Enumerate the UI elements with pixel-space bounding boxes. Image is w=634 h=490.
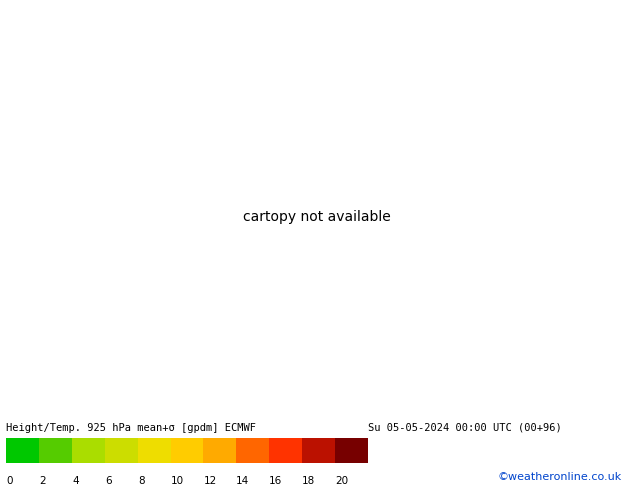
Text: 12: 12	[204, 476, 217, 486]
Text: Su 05-05-2024 00:00 UTC (00+96): Su 05-05-2024 00:00 UTC (00+96)	[368, 422, 562, 433]
Bar	[269, 438, 302, 463]
Text: ©weatheronline.co.uk: ©weatheronline.co.uk	[497, 471, 621, 482]
Text: 14: 14	[236, 476, 250, 486]
Text: 18: 18	[302, 476, 315, 486]
Bar	[138, 438, 171, 463]
Bar	[6, 438, 39, 463]
Bar	[302, 438, 335, 463]
Text: 0: 0	[6, 476, 13, 486]
Text: 6: 6	[105, 476, 112, 486]
Text: 16: 16	[269, 476, 282, 486]
Bar	[236, 438, 269, 463]
Bar	[204, 438, 236, 463]
Text: 10: 10	[171, 476, 184, 486]
Bar	[39, 438, 72, 463]
Bar	[72, 438, 105, 463]
Text: 8: 8	[138, 476, 145, 486]
Bar	[335, 438, 368, 463]
Text: 2: 2	[39, 476, 46, 486]
Text: cartopy not available: cartopy not available	[243, 210, 391, 224]
Bar	[105, 438, 138, 463]
Text: Height/Temp. 925 hPa mean+σ [gpdm] ECMWF: Height/Temp. 925 hPa mean+σ [gpdm] ECMWF	[6, 422, 256, 433]
Text: 20: 20	[335, 476, 348, 486]
Text: 4: 4	[72, 476, 79, 486]
Bar	[171, 438, 204, 463]
